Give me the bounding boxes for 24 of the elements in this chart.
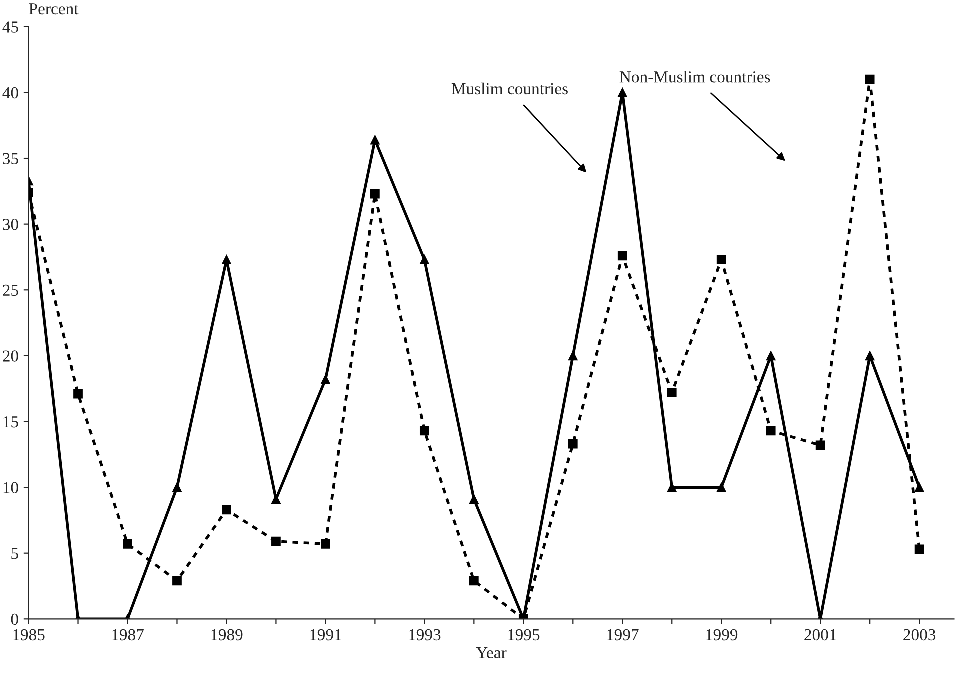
x-tick-label: 1997	[607, 629, 639, 641]
x-tick-label: 2001	[804, 629, 836, 641]
y-axis-title: Percent	[29, 4, 79, 15]
x-tick-label: 1995	[508, 629, 540, 641]
y-tick-label: 10	[4, 482, 18, 494]
x-tick-label: 1991	[310, 629, 342, 641]
x-tick-label: 1993	[409, 629, 441, 641]
y-tick-label: 0	[11, 614, 18, 626]
y-tick-label: 5	[12, 548, 18, 560]
x-tick-label: 1999	[706, 629, 738, 641]
x-tick-label: 2003	[904, 629, 936, 641]
annotation: Muslim countries	[452, 82, 568, 95]
y-tick-label: 40	[2, 87, 18, 99]
annotation: Non-Muslim countries	[620, 71, 770, 83]
x-tick-label: 1989	[212, 629, 243, 641]
y-tick-label: 25	[3, 284, 18, 296]
x-tick-label: 1987	[112, 629, 144, 641]
y-tick-label: 20	[3, 350, 18, 362]
y-tick-label: 35	[3, 153, 18, 164]
y-tick-label: 30	[3, 219, 18, 230]
x-axis-title: Year	[476, 647, 507, 659]
y-tick-label: 15	[4, 416, 18, 428]
x-tick-label: 1985	[14, 629, 45, 641]
y-tick-label: 45	[2, 22, 18, 33]
